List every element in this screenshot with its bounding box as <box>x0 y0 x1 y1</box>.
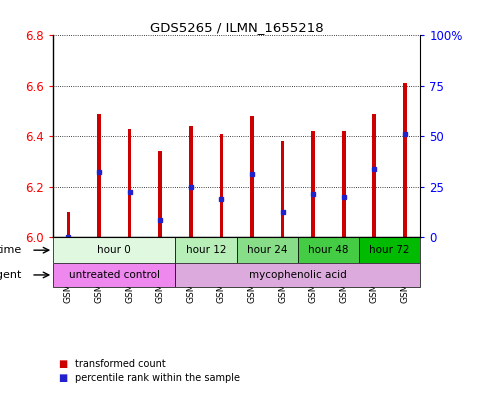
Bar <box>67 212 70 237</box>
Bar <box>128 129 131 237</box>
Text: hour 48: hour 48 <box>308 245 349 255</box>
Bar <box>175 237 237 263</box>
Bar <box>312 131 315 237</box>
Text: hour 24: hour 24 <box>247 245 287 255</box>
Bar <box>220 134 223 237</box>
Text: ■: ■ <box>58 358 67 369</box>
Bar <box>298 237 359 263</box>
Bar <box>237 237 298 263</box>
Bar <box>175 263 420 287</box>
Text: hour 0: hour 0 <box>98 245 131 255</box>
Bar <box>189 126 193 237</box>
Text: hour 12: hour 12 <box>186 245 227 255</box>
Bar <box>53 237 175 263</box>
Bar <box>403 83 407 237</box>
Text: hour 72: hour 72 <box>369 245 410 255</box>
Text: agent: agent <box>0 270 22 280</box>
Bar <box>342 131 345 237</box>
Text: ■: ■ <box>58 373 67 383</box>
Bar <box>372 114 376 237</box>
Text: untreated control: untreated control <box>69 270 160 280</box>
Text: time: time <box>0 245 22 255</box>
Text: mycophenolic acid: mycophenolic acid <box>249 270 347 280</box>
Title: GDS5265 / ILMN_1655218: GDS5265 / ILMN_1655218 <box>150 21 324 34</box>
Bar <box>97 114 101 237</box>
Bar <box>250 116 254 237</box>
Bar <box>281 141 284 237</box>
Bar <box>53 263 175 287</box>
Text: transformed count: transformed count <box>75 358 166 369</box>
Bar <box>158 151 162 237</box>
Bar <box>359 237 420 263</box>
Text: percentile rank within the sample: percentile rank within the sample <box>75 373 240 383</box>
